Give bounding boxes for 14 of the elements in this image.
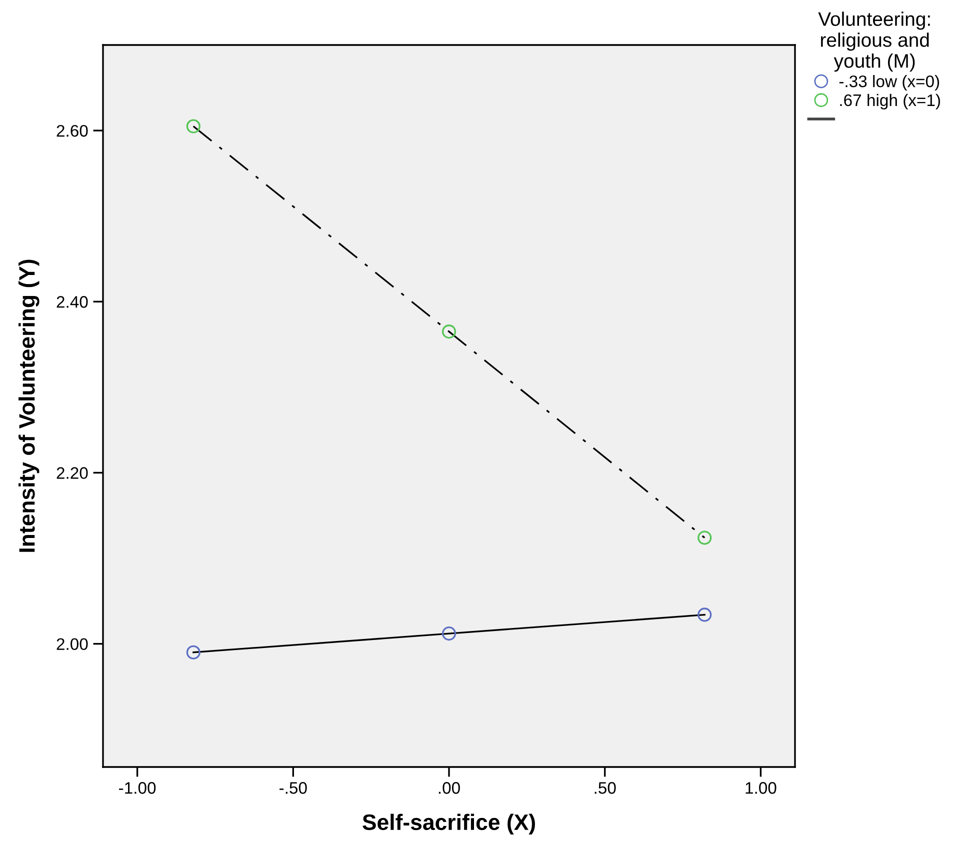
- x-tick-label: 1.00: [746, 782, 776, 794]
- legend-title: Volunteering: religious and youth (M): [818, 12, 930, 72]
- legend-label: .67 high (x=1): [840, 94, 940, 110]
- y-tick-label: 2.20: [56, 467, 88, 479]
- y-tick-label: 2.00: [56, 638, 88, 650]
- y-tick-label: 2.40: [56, 296, 88, 308]
- x-axis-title: Self-sacrifice (X): [362, 814, 535, 834]
- x-tick-label: .00: [438, 782, 460, 794]
- x-tick-label: -.50: [280, 782, 307, 794]
- x-tick-label: -1.00: [119, 782, 156, 794]
- legend-label: -.33 low (x=0): [839, 75, 940, 91]
- x-tick-label: .50: [594, 782, 616, 794]
- y-tick-label: 2.60: [56, 124, 88, 137]
- y-axis-title: Intensity of Volunteering (Y): [18, 260, 40, 552]
